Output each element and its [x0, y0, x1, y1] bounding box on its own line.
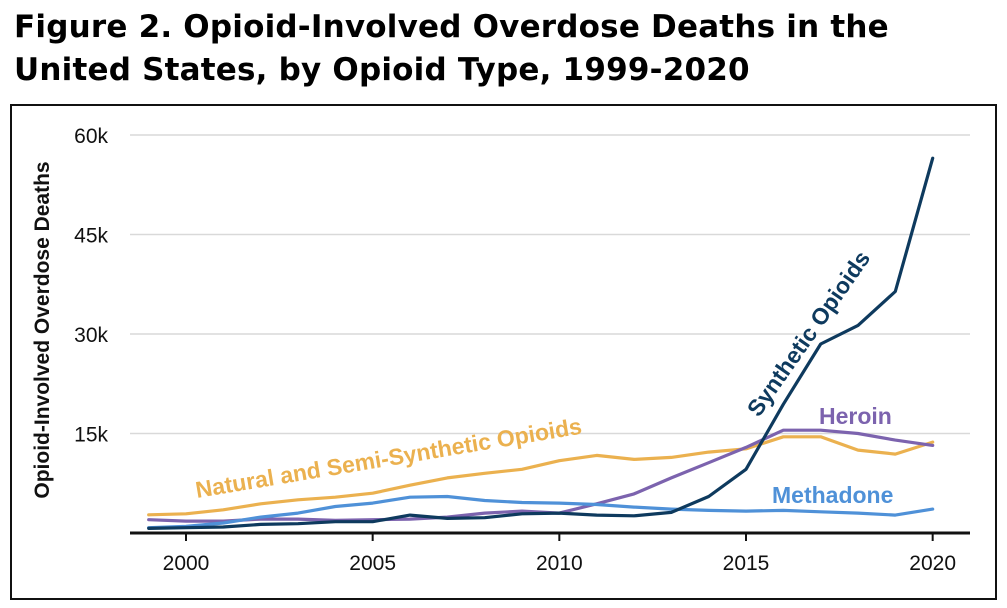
figure-title: Figure 2. Opioid-Involved Overdose Death… — [14, 6, 994, 92]
x-tick-label: 2005 — [349, 552, 396, 575]
title-line-1: Figure 2. Opioid-Involved Overdose Death… — [14, 9, 889, 45]
y-tick-label: 60k — [74, 125, 108, 148]
series-line-synthetic-opioids — [147, 156, 935, 531]
series-lines — [147, 156, 935, 531]
x-tick-label: 2020 — [909, 552, 956, 575]
series-labels: Natural and Semi-Synthetic Opioids Heroin… — [194, 246, 894, 508]
y-tick-label: 15k — [74, 424, 108, 447]
x-tick-label: 2000 — [163, 552, 210, 575]
gridlines — [130, 134, 970, 435]
title-line-2: United States, by Opioid Type, 1999-2020 — [14, 52, 750, 88]
y-tick-label: 45k — [74, 225, 108, 248]
chart-frame — [10, 104, 997, 600]
series-label-heroin: Heroin — [819, 403, 892, 429]
series-label-methadone: Methadone — [772, 482, 893, 508]
y-axis-label: Opioid-Involved Overdose Deaths — [31, 161, 54, 498]
y-tick-label: 30k — [74, 324, 108, 347]
series-line-natural-and-semi-synthetic-opioids — [147, 435, 935, 517]
axes: 15k 30k 45k 60k 2000 2005 2010 2015 2020 Opioid-I… — [31, 125, 970, 575]
x-tick-label: 2015 — [723, 552, 770, 575]
series-line-methadone — [147, 494, 935, 530]
x-tick-label: 2010 — [536, 552, 583, 575]
